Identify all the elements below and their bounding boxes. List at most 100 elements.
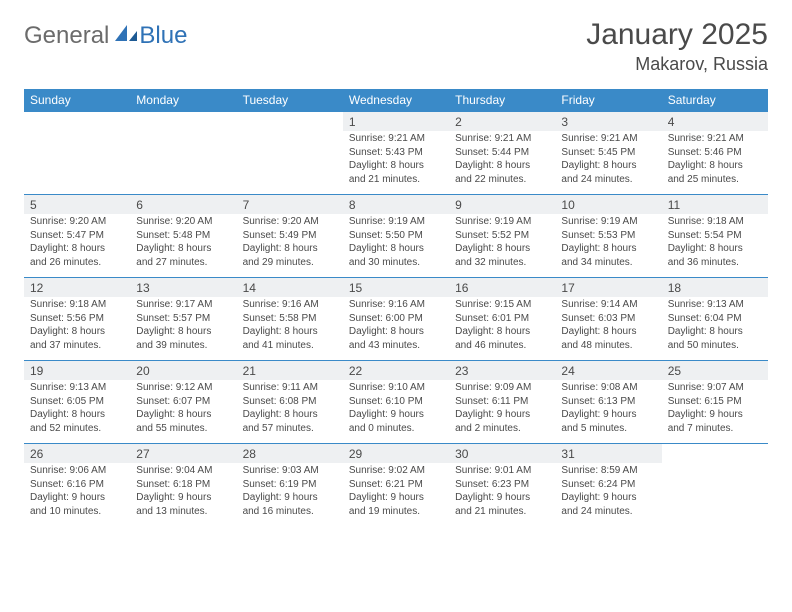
day-detail-cell: Sunrise: 9:16 AMSunset: 5:58 PMDaylight:…	[237, 297, 343, 361]
day-cell: 5	[24, 195, 130, 215]
day-cell: 19	[24, 361, 130, 381]
day-cell: 14	[237, 278, 343, 298]
day-cell	[662, 444, 768, 464]
day-details: Sunrise: 9:20 AMSunset: 5:48 PMDaylight:…	[136, 215, 230, 269]
day-details: Sunrise: 9:06 AMSunset: 6:16 PMDaylight:…	[30, 464, 124, 518]
detail-row: Sunrise: 9:13 AMSunset: 6:05 PMDaylight:…	[24, 380, 768, 444]
day-detail-cell: Sunrise: 9:20 AMSunset: 5:48 PMDaylight:…	[130, 214, 236, 278]
day-cell: 8	[343, 195, 449, 215]
day-details: Sunrise: 9:13 AMSunset: 6:04 PMDaylight:…	[668, 298, 762, 352]
weekday-header: Monday	[130, 89, 236, 112]
day-detail-cell: Sunrise: 9:02 AMSunset: 6:21 PMDaylight:…	[343, 463, 449, 526]
day-number: 23	[449, 361, 555, 380]
day-number: 28	[237, 444, 343, 463]
day-detail-cell: Sunrise: 9:04 AMSunset: 6:18 PMDaylight:…	[130, 463, 236, 526]
day-number: 16	[449, 278, 555, 297]
day-details: Sunrise: 9:18 AMSunset: 5:56 PMDaylight:…	[30, 298, 124, 352]
day-detail-cell: Sunrise: 9:20 AMSunset: 5:47 PMDaylight:…	[24, 214, 130, 278]
day-detail-cell: Sunrise: 9:18 AMSunset: 5:56 PMDaylight:…	[24, 297, 130, 361]
weekday-header: Friday	[555, 89, 661, 112]
day-number: 3	[555, 112, 661, 131]
day-detail-cell	[662, 463, 768, 526]
day-details: Sunrise: 9:03 AMSunset: 6:19 PMDaylight:…	[243, 464, 337, 518]
day-details: Sunrise: 9:20 AMSunset: 5:49 PMDaylight:…	[243, 215, 337, 269]
day-number: 5	[24, 195, 130, 214]
day-cell: 13	[130, 278, 236, 298]
day-cell: 1	[343, 112, 449, 132]
day-cell: 28	[237, 444, 343, 464]
day-details: Sunrise: 9:21 AMSunset: 5:43 PMDaylight:…	[349, 132, 443, 186]
day-number: 6	[130, 195, 236, 214]
day-cell: 31	[555, 444, 661, 464]
day-number: 15	[343, 278, 449, 297]
day-number: 7	[237, 195, 343, 214]
day-details: Sunrise: 9:07 AMSunset: 6:15 PMDaylight:…	[668, 381, 762, 435]
day-detail-cell: Sunrise: 9:06 AMSunset: 6:16 PMDaylight:…	[24, 463, 130, 526]
brand-word-2: Blue	[139, 22, 187, 50]
day-cell: 12	[24, 278, 130, 298]
daynum-row: 567891011	[24, 195, 768, 215]
day-detail-cell: Sunrise: 9:10 AMSunset: 6:10 PMDaylight:…	[343, 380, 449, 444]
day-cell: 30	[449, 444, 555, 464]
brand-word-1: General	[24, 22, 109, 50]
day-detail-cell	[24, 131, 130, 195]
weekday-header: Thursday	[449, 89, 555, 112]
day-detail-cell: Sunrise: 9:19 AMSunset: 5:50 PMDaylight:…	[343, 214, 449, 278]
day-details: Sunrise: 9:17 AMSunset: 5:57 PMDaylight:…	[136, 298, 230, 352]
day-details: Sunrise: 9:15 AMSunset: 6:01 PMDaylight:…	[455, 298, 549, 352]
day-number: 31	[555, 444, 661, 463]
day-cell: 2	[449, 112, 555, 132]
day-details: Sunrise: 9:19 AMSunset: 5:50 PMDaylight:…	[349, 215, 443, 269]
day-detail-cell: Sunrise: 9:15 AMSunset: 6:01 PMDaylight:…	[449, 297, 555, 361]
day-number: 8	[343, 195, 449, 214]
day-detail-cell	[130, 131, 236, 195]
day-details: Sunrise: 9:12 AMSunset: 6:07 PMDaylight:…	[136, 381, 230, 435]
day-details: Sunrise: 9:21 AMSunset: 5:44 PMDaylight:…	[455, 132, 549, 186]
day-details: Sunrise: 9:04 AMSunset: 6:18 PMDaylight:…	[136, 464, 230, 518]
day-details: Sunrise: 9:11 AMSunset: 6:08 PMDaylight:…	[243, 381, 337, 435]
month-title: January 2025	[586, 18, 768, 52]
calendar-body: 1234Sunrise: 9:21 AMSunset: 5:43 PMDayli…	[24, 112, 768, 527]
title-block: January 2025 Makarov, Russia	[586, 18, 768, 75]
day-number: 29	[343, 444, 449, 463]
brand-logo: General Blue	[24, 22, 187, 50]
day-detail-cell: Sunrise: 9:21 AMSunset: 5:45 PMDaylight:…	[555, 131, 661, 195]
day-detail-cell: Sunrise: 9:19 AMSunset: 5:52 PMDaylight:…	[449, 214, 555, 278]
day-number: 25	[662, 361, 768, 380]
day-number: 14	[237, 278, 343, 297]
day-number: 9	[449, 195, 555, 214]
daynum-row: 12131415161718	[24, 278, 768, 298]
day-details: Sunrise: 9:18 AMSunset: 5:54 PMDaylight:…	[668, 215, 762, 269]
day-cell: 11	[662, 195, 768, 215]
weekday-header: Wednesday	[343, 89, 449, 112]
day-cell: 18	[662, 278, 768, 298]
day-number: 4	[662, 112, 768, 131]
day-cell: 7	[237, 195, 343, 215]
day-detail-cell: Sunrise: 9:20 AMSunset: 5:49 PMDaylight:…	[237, 214, 343, 278]
day-detail-cell: Sunrise: 9:07 AMSunset: 6:15 PMDaylight:…	[662, 380, 768, 444]
day-number: 26	[24, 444, 130, 463]
detail-row: Sunrise: 9:18 AMSunset: 5:56 PMDaylight:…	[24, 297, 768, 361]
day-cell: 17	[555, 278, 661, 298]
day-cell: 23	[449, 361, 555, 381]
day-cell: 29	[343, 444, 449, 464]
day-cell: 25	[662, 361, 768, 381]
day-detail-cell: Sunrise: 9:08 AMSunset: 6:13 PMDaylight:…	[555, 380, 661, 444]
day-number: 2	[449, 112, 555, 131]
day-cell: 27	[130, 444, 236, 464]
day-number: 18	[662, 278, 768, 297]
day-details: Sunrise: 9:01 AMSunset: 6:23 PMDaylight:…	[455, 464, 549, 518]
day-detail-cell: Sunrise: 9:01 AMSunset: 6:23 PMDaylight:…	[449, 463, 555, 526]
day-details: Sunrise: 9:13 AMSunset: 6:05 PMDaylight:…	[30, 381, 124, 435]
day-cell: 10	[555, 195, 661, 215]
day-detail-cell: Sunrise: 9:09 AMSunset: 6:11 PMDaylight:…	[449, 380, 555, 444]
day-number: 10	[555, 195, 661, 214]
day-cell: 4	[662, 112, 768, 132]
day-detail-cell: Sunrise: 9:13 AMSunset: 6:05 PMDaylight:…	[24, 380, 130, 444]
calendar-table: SundayMondayTuesdayWednesdayThursdayFrid…	[24, 89, 768, 526]
day-cell: 20	[130, 361, 236, 381]
weekday-header: Saturday	[662, 89, 768, 112]
day-details: Sunrise: 9:20 AMSunset: 5:47 PMDaylight:…	[30, 215, 124, 269]
day-cell: 16	[449, 278, 555, 298]
detail-row: Sunrise: 9:06 AMSunset: 6:16 PMDaylight:…	[24, 463, 768, 526]
